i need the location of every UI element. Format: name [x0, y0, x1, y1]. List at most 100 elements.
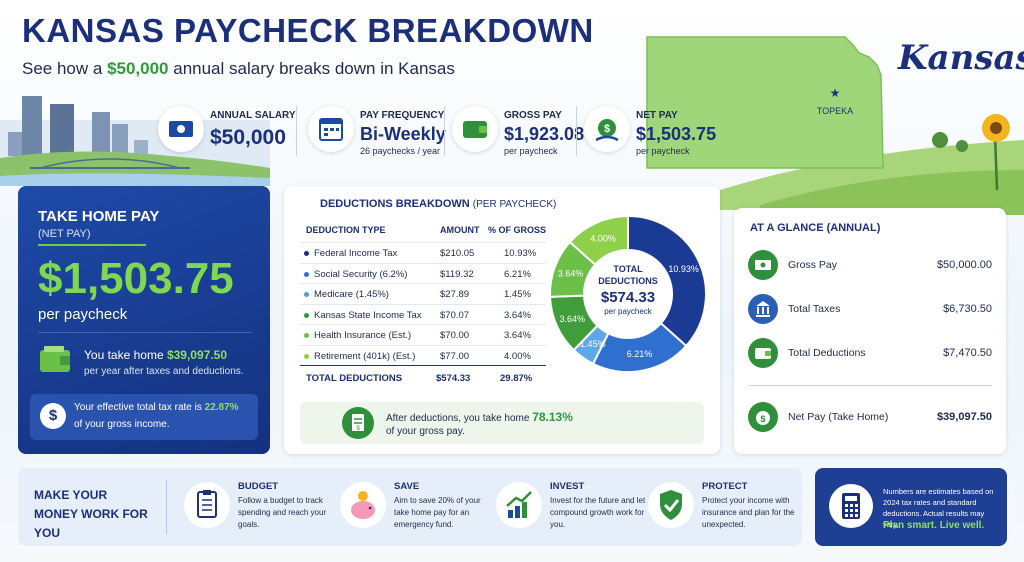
take-home-per: per paycheck	[38, 306, 128, 323]
legend-dot	[304, 251, 309, 256]
stat-label: NET PAY	[636, 110, 678, 121]
stat-sub: 26 paychecks / year	[360, 146, 441, 156]
money-bag-icon: $	[584, 106, 630, 152]
annual-take-home-note: per year after taxes and deductions.	[84, 366, 244, 377]
svg-text:$: $	[604, 123, 610, 135]
legend-dot	[304, 333, 309, 338]
donut-slice	[568, 214, 629, 267]
slice-label: 3.64%	[558, 268, 584, 278]
capital-label: TOPEKA	[817, 106, 853, 116]
deductions-title: DEDUCTIONS BREAKDOWN (PER PAYCHECK)	[320, 198, 557, 210]
tax-rate-box: $ Your effective total tax rate is 22.87…	[30, 394, 258, 440]
deductions-card: DEDUCTIONS BREAKDOWN (PER PAYCHECK) DEDU…	[284, 186, 720, 454]
chart-growth-icon	[496, 482, 542, 528]
wallet-icon	[40, 346, 70, 372]
disclaimer-card: Numbers are estimates based on 2024 tax …	[815, 468, 1007, 546]
slice-label: 1.45%	[580, 339, 606, 349]
take-home-amount: $1,503.75	[38, 254, 234, 303]
take-home-title: TAKE HOME PAY	[38, 208, 160, 225]
dollar-coin-icon: $	[40, 403, 66, 429]
state-script-title: Kansas	[898, 38, 1024, 78]
legend-dot	[304, 353, 309, 359]
donut-slice	[627, 214, 707, 348]
svg-text:$: $	[760, 414, 765, 424]
slice-label: 10.93%	[668, 264, 699, 274]
table-total-row: TOTAL DEDUCTIONS $574.33 29.87%	[300, 365, 546, 389]
piggy-bank-icon	[340, 482, 386, 528]
stat-sub: per paycheck	[504, 146, 558, 156]
money-tips-title: MAKE YOUR MONEY WORK FOR YOU	[34, 488, 148, 540]
stat-sub: per paycheck	[636, 146, 690, 156]
deductions-table: DEDUCTION TYPE AMOUNT % OF GROSS Federal…	[300, 220, 546, 389]
document-check-icon: $	[342, 407, 374, 439]
slice-label: 6.21%	[627, 349, 653, 359]
slice-label: 4.00%	[590, 233, 616, 243]
money-bag-icon: $	[748, 402, 778, 432]
table-row: Social Security (6.2%) $119.32 6.21%	[300, 262, 546, 284]
money-tips-bar: MAKE YOUR MONEY WORK FOR YOU BUDGET Follo…	[18, 468, 802, 546]
after-deductions-box: $ After deductions, you take home 78.13%…	[300, 402, 704, 444]
divider	[38, 332, 252, 333]
wallet-icon	[452, 106, 498, 152]
glance-row-gross-pay: Gross Pay $50,000.00	[748, 248, 994, 282]
slice-label: 3.64%	[560, 314, 586, 324]
stat-net-pay: $ NET PAY $1,503.75 per paycheck	[584, 104, 717, 158]
page-title: KANSAS PAYCHECK BREAKDOWN	[22, 12, 594, 49]
legend-dot	[304, 312, 309, 318]
table-row: Health Insurance (Est.) $70.00 3.64%	[300, 324, 546, 345]
tagline: Plan smart. Live well.	[883, 520, 985, 531]
donut-center-text: TOTAL	[613, 264, 643, 274]
cash-icon	[748, 250, 778, 280]
at-a-glance-card: AT A GLANCE (ANNUAL) Gross Pay $50,000.00…	[734, 208, 1006, 454]
accent-line	[38, 244, 146, 246]
divider	[748, 385, 992, 386]
stat-label: GROSS PAY	[504, 110, 562, 121]
tip-save: SAVE Aim to save 20% of your take home pa…	[340, 476, 490, 538]
legend-dot	[304, 292, 309, 297]
stat-value: $1,923.08	[504, 124, 585, 144]
table-row: Medicare (1.45%) $27.89 1.45%	[300, 283, 546, 304]
annual-take-home: You take home $39,097.50	[84, 348, 228, 362]
shield-check-icon	[648, 482, 694, 528]
tip-invest: INVEST Invest for the future and let comp…	[496, 476, 646, 538]
tip-protect: PROTECT Protect your income with insuranc…	[648, 476, 800, 538]
glance-row-total-deductions: Total Deductions $7,470.50	[748, 336, 994, 370]
calendar-icon	[308, 106, 354, 152]
stat-gross-pay: GROSS PAY $1,923.08 per paycheck	[452, 104, 584, 158]
disclaimer-text: Numbers are estimates based on 2024 tax …	[883, 487, 994, 529]
take-home-subtitle: (NET PAY)	[38, 228, 91, 240]
divider	[444, 106, 445, 156]
glance-row-total-taxes: Total Taxes $6,730.50	[748, 292, 994, 326]
take-home-card: TAKE HOME PAY (NET PAY) $1,503.75 per pa…	[18, 186, 270, 454]
donut-center-text: per paycheck	[604, 307, 653, 316]
page-subtitle: See how a $50,000 annual salary breaks d…	[22, 59, 455, 78]
donut-center-text: $574.33	[601, 289, 655, 306]
clipboard-icon	[184, 482, 230, 528]
table-header: DEDUCTION TYPE AMOUNT % OF GROSS	[306, 225, 547, 235]
stat-value: $1,503.75	[636, 124, 717, 144]
stat-value: $50,000	[210, 126, 286, 149]
divider	[166, 480, 167, 534]
glance-title: AT A GLANCE (ANNUAL)	[750, 222, 881, 234]
stat-value: Bi-Weekly	[360, 124, 446, 144]
bank-icon	[748, 294, 778, 324]
glance-row-net-pay: $ Net Pay (Take Home) $39,097.50	[748, 400, 994, 434]
svg-text:$: $	[356, 426, 360, 432]
deductions-donut-chart: 10.93% 6.21% 1.45% 3.64% 3.64% 4.00% TOTAL DEDU…	[549, 214, 707, 373]
kansas-map: ★ TOPEKA	[646, 36, 884, 169]
svg-text:★: ★	[830, 86, 841, 100]
cash-icon	[158, 106, 204, 152]
divider	[576, 106, 577, 156]
tip-budget: BUDGET Follow a budget to track spending …	[184, 476, 334, 538]
donut-hole	[585, 251, 671, 337]
table-row: Kansas State Income Tax $70.07 3.64%	[300, 303, 546, 325]
divider	[296, 106, 297, 156]
calculator-icon	[829, 484, 873, 528]
stat-label: PAY FREQUENCY	[360, 110, 445, 121]
legend-dot	[304, 271, 309, 277]
stat-pay-frequency: PAY FREQUENCY Bi-Weekly 26 paychecks / y…	[308, 104, 446, 158]
stat-label: ANNUAL SALARY	[210, 110, 296, 121]
table-row: Retirement (401k) (Est.) $77.00 4.00%	[300, 344, 546, 366]
table-row: Federal Income Tax $210.05 10.93%	[300, 242, 546, 263]
